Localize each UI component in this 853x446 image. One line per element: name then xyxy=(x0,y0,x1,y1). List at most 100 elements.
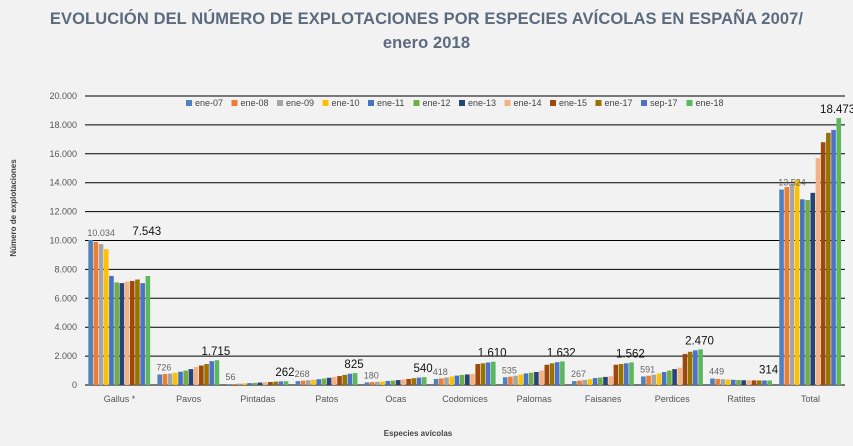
bar xyxy=(454,375,460,385)
bar xyxy=(140,283,145,385)
bar xyxy=(326,377,332,385)
x-tick-label: Ocas xyxy=(385,394,407,404)
bar xyxy=(300,380,306,385)
data-label-first: 56 xyxy=(226,372,236,382)
bar xyxy=(449,376,454,385)
y-tick-label: 14.000 xyxy=(49,178,77,188)
bar xyxy=(347,373,353,385)
bar xyxy=(672,369,677,385)
bar xyxy=(741,380,746,385)
bar xyxy=(582,379,587,385)
bar xyxy=(539,370,544,385)
bar xyxy=(157,374,163,385)
chart-subtitle: enero 2018 xyxy=(382,34,471,52)
bar xyxy=(465,374,470,385)
bar xyxy=(682,353,688,385)
bar xyxy=(114,282,119,385)
bar xyxy=(779,189,784,385)
bar xyxy=(226,384,232,385)
legend-swatch xyxy=(322,100,329,106)
bar xyxy=(746,380,752,385)
bar xyxy=(544,364,550,385)
legend-swatch xyxy=(186,100,192,106)
bar xyxy=(178,371,183,385)
bar xyxy=(613,364,619,385)
bar xyxy=(720,379,726,385)
legend-swatch xyxy=(231,100,238,106)
bar xyxy=(762,380,767,385)
legend-label: ene-14 xyxy=(514,98,542,108)
bar xyxy=(789,184,795,385)
bar xyxy=(485,362,491,385)
data-label-last: 2.470 xyxy=(685,335,714,347)
bar xyxy=(247,383,252,385)
bar xyxy=(794,179,800,385)
bar xyxy=(810,192,816,385)
bar xyxy=(597,377,603,385)
bar xyxy=(306,380,311,385)
x-axis-title: Especies avícolas xyxy=(384,429,453,438)
bar xyxy=(470,374,475,385)
bar xyxy=(321,378,327,385)
bar xyxy=(214,360,220,385)
bar xyxy=(204,364,209,385)
bar xyxy=(518,374,524,385)
y-tick-label: 0 xyxy=(72,380,77,390)
legend-swatch xyxy=(459,100,465,106)
bar xyxy=(693,350,698,385)
bar xyxy=(411,378,417,385)
legend-label: ene-11 xyxy=(377,98,404,108)
x-tick-label: Ratites xyxy=(727,394,756,404)
data-label-last: 1.632 xyxy=(547,347,576,359)
data-label-first: 449 xyxy=(709,367,724,377)
bar xyxy=(332,376,337,385)
bar xyxy=(698,349,703,385)
bar xyxy=(805,200,810,385)
y-tick-label: 18.000 xyxy=(49,120,77,130)
x-tick-label: Faisanes xyxy=(585,394,622,404)
bar xyxy=(385,380,391,385)
legend-label: ene-18 xyxy=(696,98,724,108)
data-label-first: 180 xyxy=(364,370,379,380)
x-tick-label: Total xyxy=(801,394,820,404)
data-label-last: 7.543 xyxy=(132,226,161,238)
bar xyxy=(756,380,762,385)
bar xyxy=(587,379,593,385)
data-label-first: 726 xyxy=(156,363,171,373)
data-label-last: 1.610 xyxy=(478,348,507,360)
bar xyxy=(571,381,577,385)
bar xyxy=(502,377,508,385)
bar xyxy=(183,370,189,385)
bar xyxy=(93,241,99,385)
data-label-first: 10.034 xyxy=(87,228,115,238)
bar xyxy=(262,382,268,385)
bar xyxy=(236,383,242,385)
bar xyxy=(836,118,842,385)
x-tick-label: Patos xyxy=(315,394,339,404)
legend-swatch xyxy=(550,100,556,106)
bar xyxy=(554,362,560,385)
bar xyxy=(491,361,496,385)
bar xyxy=(406,378,411,385)
bar xyxy=(278,381,284,385)
bar xyxy=(767,380,772,385)
y-tick-label: 6.000 xyxy=(54,293,77,303)
y-tick-label: 2.000 xyxy=(54,351,77,361)
bar xyxy=(135,279,140,385)
data-label-first: 267 xyxy=(571,369,586,379)
bar xyxy=(618,364,624,385)
x-tick-label: Pavos xyxy=(176,394,202,404)
bar xyxy=(687,351,693,385)
legend-swatch xyxy=(595,100,602,106)
bar xyxy=(523,373,529,385)
bar xyxy=(736,380,741,385)
data-label-last: 1.562 xyxy=(616,348,645,360)
legend-label: ene-07 xyxy=(195,98,223,108)
bar xyxy=(124,281,130,385)
data-label-first: 13.524 xyxy=(778,178,806,188)
bar xyxy=(444,377,449,385)
legend-label: ene-13 xyxy=(468,98,496,108)
bar xyxy=(800,199,805,385)
bar xyxy=(395,380,401,385)
y-tick-label: 8.000 xyxy=(54,264,77,274)
